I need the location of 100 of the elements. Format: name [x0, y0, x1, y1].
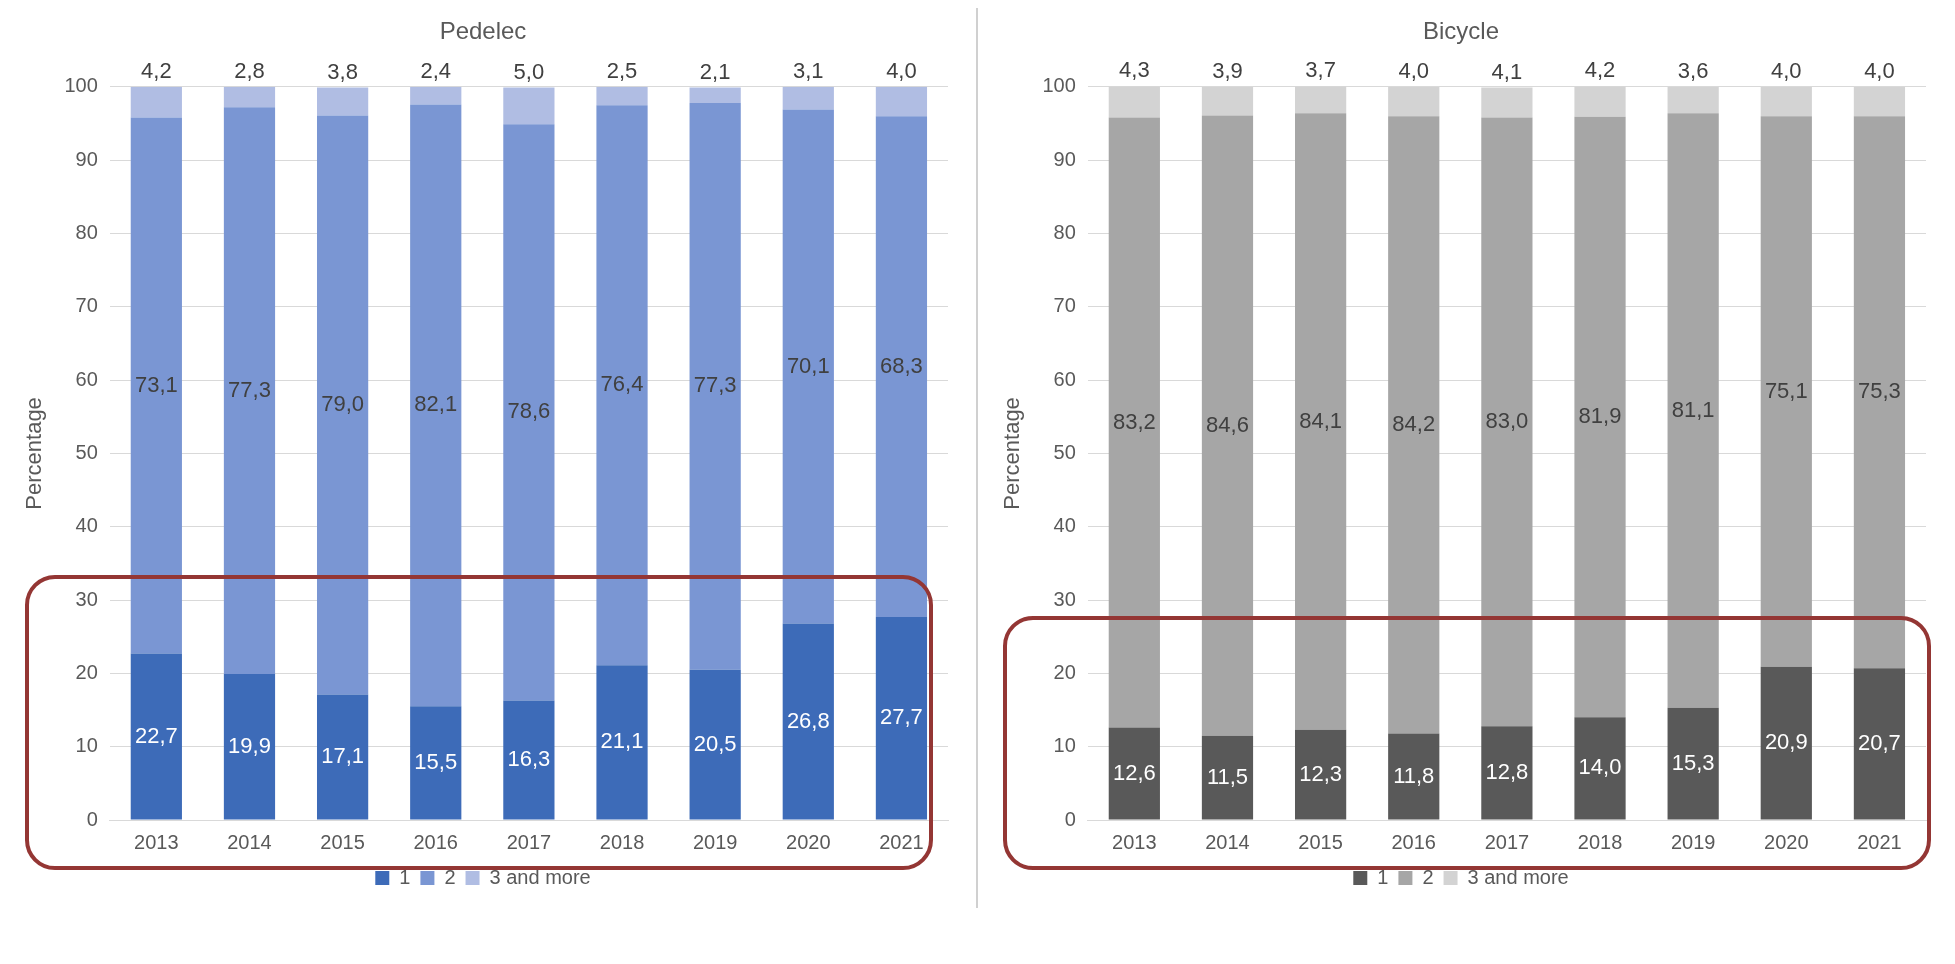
bar [875, 86, 928, 117]
y-tick-label: 100 [1042, 74, 1076, 97]
x-tick-label: 2021 [1857, 830, 1902, 853]
bar [317, 115, 369, 695]
bar [503, 87, 555, 125]
y-tick-label: 50 [75, 440, 98, 463]
data-label: 3,8 [327, 58, 358, 84]
bar [782, 623, 834, 820]
data-label: 77,3 [693, 372, 737, 398]
bar [596, 665, 648, 820]
data-label: 84,1 [1299, 407, 1343, 433]
data-label: 26,8 [786, 707, 830, 733]
x-tick-label: 2013 [134, 830, 179, 853]
data-label: 84,2 [1392, 410, 1436, 436]
bar [1481, 726, 1533, 820]
y-tick-label: 20 [75, 660, 98, 683]
bar [1108, 117, 1160, 728]
bar [1667, 707, 1719, 820]
data-label: 79,0 [321, 391, 365, 417]
data-label: 77,3 [228, 376, 271, 402]
bar [223, 86, 276, 108]
legend-label: 1 [399, 865, 411, 888]
bar [317, 87, 369, 116]
data-label: 4,0 [1864, 57, 1895, 83]
bar [1295, 86, 1347, 114]
data-label: 20,5 [693, 730, 737, 756]
data-label: 3,9 [1212, 57, 1243, 83]
x-tick-label: 2017 [506, 830, 552, 853]
bar [596, 86, 648, 106]
bar [1574, 86, 1626, 117]
bar [689, 669, 741, 820]
data-label: 4,1 [1491, 58, 1523, 84]
y-tick-label: 70 [1053, 294, 1076, 317]
bar [1667, 113, 1719, 708]
data-label: 22,7 [134, 722, 178, 748]
y-axis-title: Percentage [999, 397, 1025, 510]
y-tick-label: 80 [75, 220, 98, 243]
data-label: 83,2 [1112, 408, 1156, 434]
data-label: 12,3 [1299, 760, 1343, 786]
x-tick-label: 2016 [1391, 830, 1436, 853]
y-tick-label: 40 [75, 514, 98, 537]
data-label: 2,8 [234, 57, 265, 83]
y-tick-label: 60 [75, 367, 98, 390]
y-tick-label: 30 [75, 587, 98, 610]
y-tick-label: 100 [64, 74, 98, 97]
data-label: 3,6 [1677, 57, 1709, 83]
x-tick-label: 2014 [1205, 830, 1250, 853]
data-label: 83,0 [1485, 407, 1529, 433]
bar [782, 109, 834, 624]
legend-label: 2 [1422, 865, 1434, 888]
bar [689, 102, 741, 670]
data-label: 19,9 [228, 732, 271, 758]
data-label: 15,5 [414, 748, 458, 774]
data-label: 84,6 [1206, 411, 1249, 437]
bar [1760, 666, 1812, 820]
y-axis-title: Percentage [21, 397, 47, 510]
legend-label: 3 and more [489, 865, 591, 888]
data-label: 17,1 [321, 743, 365, 769]
data-label: 16,3 [507, 746, 551, 772]
x-tick-label: 2016 [413, 830, 458, 853]
bar [130, 86, 182, 118]
bar [1574, 116, 1626, 718]
bar [1201, 115, 1254, 736]
data-label: 27,7 [880, 704, 923, 730]
legend-label: 3 and more [1467, 865, 1569, 888]
data-label: 4,2 [141, 57, 172, 83]
bar [596, 105, 648, 666]
bar [1574, 717, 1626, 820]
bar [1108, 86, 1160, 118]
legend-label: 1 [1377, 865, 1389, 888]
y-tick-label: 90 [1053, 147, 1076, 170]
bar [130, 653, 182, 820]
x-tick-label: 2018 [599, 830, 645, 853]
x-tick-label: 2019 [1670, 830, 1716, 853]
bar [317, 694, 369, 820]
x-tick-label: 2014 [227, 830, 272, 853]
data-label: 81,9 [1578, 403, 1622, 429]
data-label: 12,8 [1485, 758, 1529, 784]
y-tick-label: 20 [1053, 660, 1076, 683]
chart-title: Pedelec [439, 17, 527, 45]
data-label: 2,4 [420, 57, 452, 83]
bar [1108, 727, 1160, 820]
x-tick-label: 2019 [692, 830, 738, 853]
bar [503, 124, 555, 701]
data-label: 4,0 [1771, 57, 1802, 83]
y-tick-label: 30 [1053, 587, 1076, 610]
bar [1853, 116, 1906, 669]
y-tick-label: 0 [86, 807, 98, 830]
bar [130, 117, 182, 654]
bar [410, 86, 462, 105]
y-tick-label: 50 [1053, 440, 1076, 463]
y-tick-label: 40 [1053, 514, 1076, 537]
data-label: 11,5 [1206, 763, 1249, 789]
bar [1481, 117, 1533, 727]
data-label: 2,5 [606, 57, 638, 83]
bar [1853, 668, 1906, 820]
data-label: 20,9 [1764, 729, 1808, 755]
data-label: 76,4 [600, 371, 644, 397]
data-label: 68,3 [880, 352, 923, 378]
data-label: 82,1 [414, 391, 458, 417]
